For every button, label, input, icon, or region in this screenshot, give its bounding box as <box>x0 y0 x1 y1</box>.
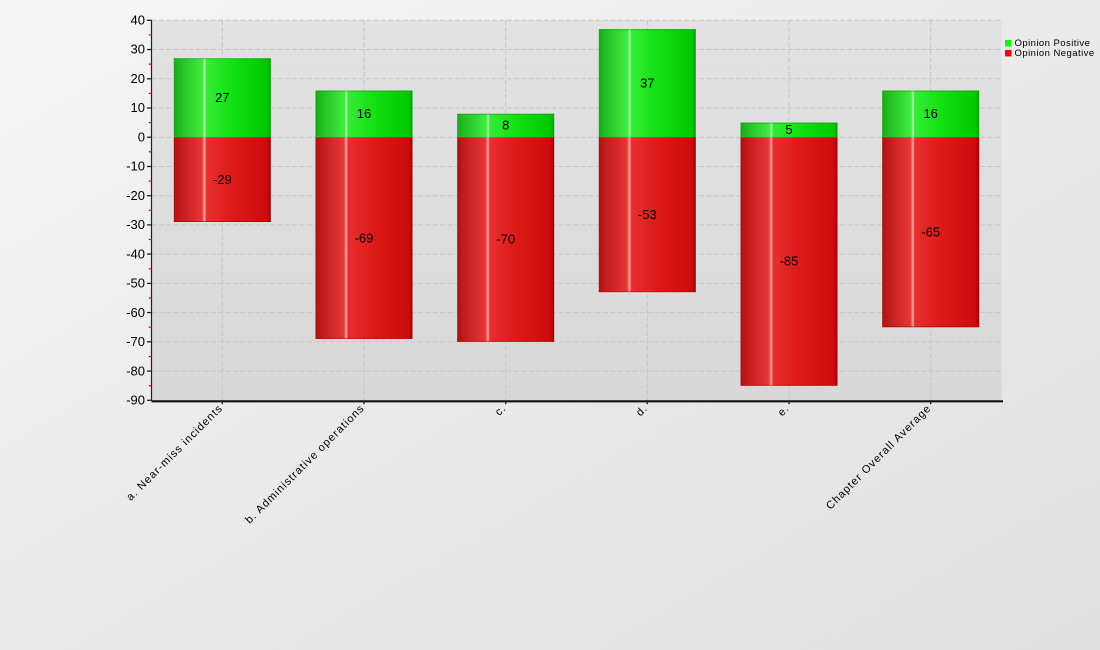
svg-text:Opinion Negative: Opinion Negative <box>1015 48 1095 59</box>
svg-text:-70: -70 <box>126 334 145 349</box>
svg-text:40: 40 <box>131 13 145 28</box>
svg-text:16: 16 <box>923 106 937 121</box>
svg-text:-10: -10 <box>126 159 145 174</box>
svg-text:0: 0 <box>138 129 145 144</box>
svg-text:27: 27 <box>215 90 229 105</box>
svg-text:-29: -29 <box>213 172 232 187</box>
svg-text:8: 8 <box>502 118 509 133</box>
svg-text:20: 20 <box>131 71 145 86</box>
svg-text:-65: -65 <box>921 224 940 239</box>
svg-text:-53: -53 <box>638 207 657 222</box>
svg-text:-80: -80 <box>126 363 145 378</box>
svg-text:-85: -85 <box>780 254 799 269</box>
svg-text:-69: -69 <box>355 230 374 245</box>
svg-text:37: 37 <box>640 75 654 90</box>
svg-text:-60: -60 <box>126 305 145 320</box>
svg-text:30: 30 <box>131 42 145 57</box>
svg-text:Opinion Positive: Opinion Positive <box>1015 38 1091 49</box>
svg-text:-50: -50 <box>126 276 145 291</box>
svg-text:-70: -70 <box>496 232 515 247</box>
svg-text:-20: -20 <box>126 188 145 203</box>
svg-text:10: 10 <box>131 100 145 115</box>
svg-text:-40: -40 <box>126 246 145 261</box>
svg-text:5: 5 <box>785 122 792 137</box>
svg-text:-90: -90 <box>126 393 145 408</box>
svg-text:-30: -30 <box>126 217 145 232</box>
svg-text:16: 16 <box>357 106 371 121</box>
